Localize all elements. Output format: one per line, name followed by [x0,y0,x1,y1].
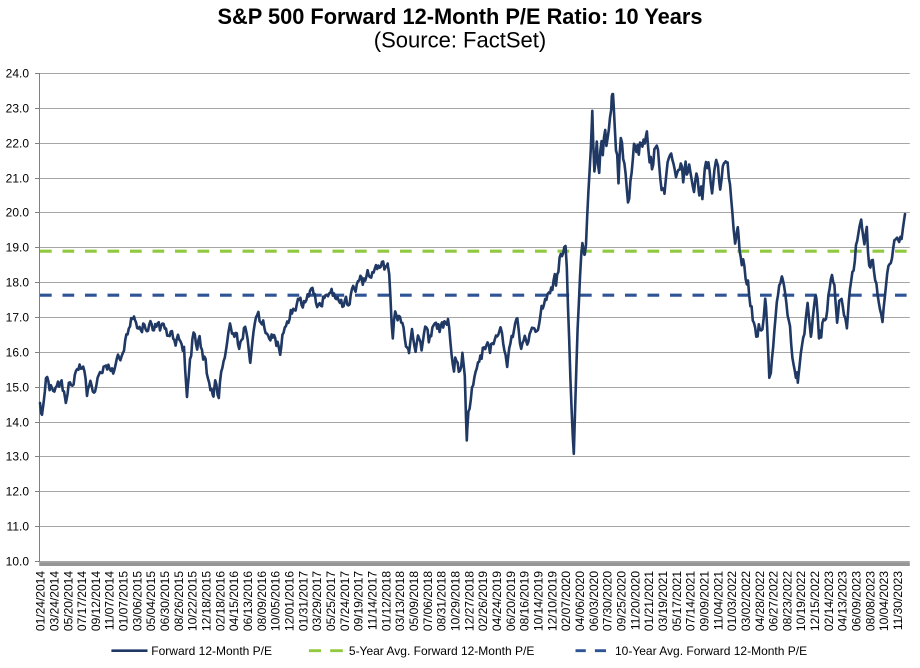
svg-text:04/06/2020: 04/06/2020 [573,571,587,631]
svg-text:11/20/2020: 11/20/2020 [628,571,642,630]
svg-text:03/02/2022: 03/02/2022 [739,571,753,631]
svg-text:06/09/2023: 06/09/2023 [850,571,864,631]
svg-text:08/16/2019: 08/16/2019 [518,571,532,631]
svg-text:03/24/2014: 03/24/2014 [47,571,61,631]
svg-text:01/07/2015: 01/07/2015 [117,571,131,631]
svg-text:02/26/2019: 02/26/2019 [476,571,490,631]
svg-text:12/01/2016: 12/01/2016 [283,571,297,631]
svg-text:10-Year Avg. Forward 12-Month: 10-Year Avg. Forward 12-Month P/E [615,644,807,658]
svg-text:10/19/2022: 10/19/2022 [794,571,808,631]
svg-text:03/13/2018: 03/13/2018 [393,571,407,631]
svg-text:06/13/2016: 06/13/2016 [241,571,255,631]
svg-text:01/03/2022: 01/03/2022 [725,571,739,631]
svg-text:12/15/2022: 12/15/2022 [808,571,822,631]
svg-text:01/31/2017: 01/31/2017 [296,571,310,631]
svg-text:08/31/2018: 08/31/2018 [435,571,449,631]
svg-text:12/27/2018: 12/27/2018 [462,571,476,631]
svg-text:08/08/2023: 08/08/2023 [863,571,877,631]
svg-text:04/24/2019: 04/24/2019 [490,571,504,631]
svg-text:11.0: 11.0 [7,519,30,533]
svg-text:02/18/2016: 02/18/2016 [213,571,227,631]
svg-text:01/12/2018: 01/12/2018 [379,571,393,631]
svg-text:14.0: 14.0 [6,415,30,429]
svg-text:04/28/2022: 04/28/2022 [753,571,767,631]
svg-text:10/04/2023: 10/04/2023 [877,571,891,631]
svg-text:20.0: 20.0 [6,205,30,219]
svg-text:11/07/2014: 11/07/2014 [103,571,117,630]
svg-text:12/18/2015: 12/18/2015 [200,571,214,631]
svg-text:05/09/2018: 05/09/2018 [407,571,421,631]
svg-text:07/24/2017: 07/24/2017 [338,571,352,631]
svg-text:08/23/2022: 08/23/2022 [780,571,794,631]
svg-text:24.0: 24.0 [6,66,30,80]
svg-text:07/14/2021: 07/14/2021 [684,571,698,631]
svg-text:04/13/2023: 04/13/2023 [836,571,850,631]
svg-text:23.0: 23.0 [6,101,30,115]
svg-text:13.0: 13.0 [6,449,30,463]
svg-text:22.0: 22.0 [6,136,30,150]
svg-text:06/27/2022: 06/27/2022 [767,571,781,631]
svg-text:5-Year Avg. Forward 12-Month P: 5-Year Avg. Forward 12-Month P/E [349,644,534,658]
svg-text:10.0: 10.0 [6,554,30,568]
svg-text:07/06/2018: 07/06/2018 [421,571,435,631]
svg-text:02/14/2023: 02/14/2023 [822,571,836,631]
svg-text:12.0: 12.0 [6,484,30,498]
svg-text:07/17/2014: 07/17/2014 [75,571,89,631]
svg-text:03/29/2017: 03/29/2017 [310,571,324,631]
svg-text:06/03/2020: 06/03/2020 [587,571,601,631]
svg-text:08/09/2016: 08/09/2016 [255,571,269,631]
svg-text:06/20/2019: 06/20/2019 [504,571,518,631]
svg-text:12/10/2019: 12/10/2019 [545,571,559,631]
svg-text:11/14/2017: 11/14/2017 [366,571,380,630]
svg-text:05/04/2015: 05/04/2015 [144,571,158,631]
svg-text:10/29/2018: 10/29/2018 [448,571,462,631]
svg-text:11/30/2023: 11/30/2023 [891,571,905,630]
svg-text:16.0: 16.0 [6,345,30,359]
svg-text:10/14/2019: 10/14/2019 [531,571,545,631]
svg-text:04/15/2016: 04/15/2016 [227,571,241,631]
svg-text:02/07/2020: 02/07/2020 [559,571,573,631]
svg-text:09/12/2014: 09/12/2014 [89,571,103,631]
svg-text:Forward 12-Month P/E: Forward 12-Month P/E [151,644,272,658]
svg-text:01/24/2014: 01/24/2014 [34,571,48,631]
svg-text:06/30/2015: 06/30/2015 [158,571,172,631]
svg-text:05/25/2017: 05/25/2017 [324,571,338,631]
svg-text:17.0: 17.0 [6,310,30,324]
svg-text:10/22/2015: 10/22/2015 [186,571,200,631]
svg-text:21.0: 21.0 [6,171,30,185]
svg-text:03/06/2015: 03/06/2015 [130,571,144,631]
svg-text:10/05/2016: 10/05/2016 [269,571,283,631]
svg-text:05/20/2014: 05/20/2014 [61,571,75,631]
svg-text:01/21/2021: 01/21/2021 [642,571,656,631]
svg-text:05/17/2021: 05/17/2021 [670,571,684,631]
svg-text:11/04/2021: 11/04/2021 [711,571,725,630]
svg-text:08/26/2015: 08/26/2015 [172,571,186,631]
svg-text:07/30/2020: 07/30/2020 [601,571,615,631]
svg-text:15.0: 15.0 [6,380,30,394]
svg-text:09/19/2017: 09/19/2017 [352,571,366,631]
svg-text:09/25/2020: 09/25/2020 [614,571,628,631]
svg-text:18.0: 18.0 [6,275,30,289]
svg-text:S&P 500 Forward 12-Month P/E R: S&P 500 Forward 12-Month P/E Ratio: 10 Y… [218,4,703,29]
svg-text:(Source: FactSet): (Source: FactSet) [374,28,546,53]
svg-text:19.0: 19.0 [6,240,30,254]
svg-text:03/19/2021: 03/19/2021 [656,571,670,631]
svg-text:09/09/2021: 09/09/2021 [697,571,711,631]
